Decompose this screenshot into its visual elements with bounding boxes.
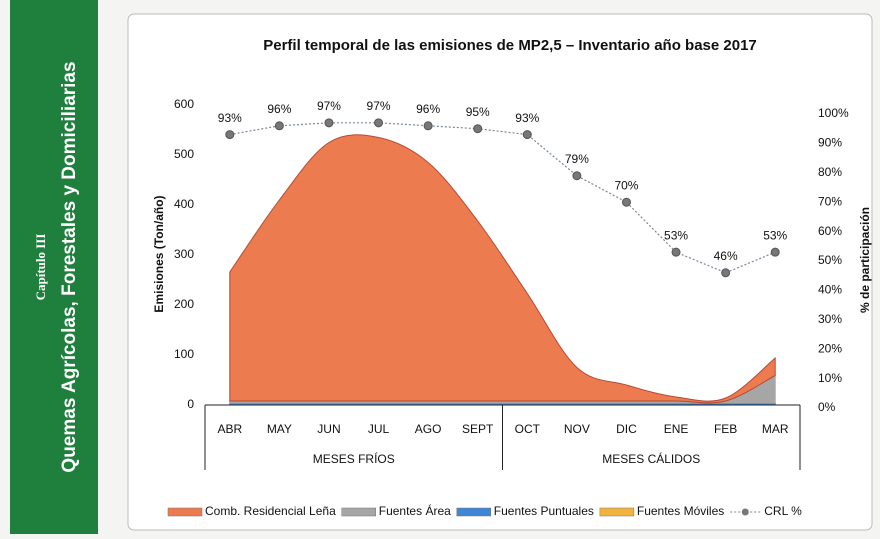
legend-swatch <box>456 507 492 517</box>
point <box>473 124 483 134</box>
y2-tick-label: 50% <box>818 253 842 267</box>
point <box>324 118 334 128</box>
y2-tick-label: 10% <box>818 371 842 385</box>
area <box>229 134 776 404</box>
plot: 0 100 200 300 400 500 600 0% 10% 20% 30% 40% 50% 60% 7… <box>167 97 849 518</box>
data-label: 96% <box>416 102 440 116</box>
y-tick-label: 300 <box>174 247 194 261</box>
point <box>621 197 631 207</box>
x-tick-label: FEB <box>714 422 737 436</box>
point <box>572 171 582 181</box>
x-tick-label: MAY <box>267 422 292 436</box>
point <box>522 130 532 140</box>
y2-axis-title: % de participación <box>858 207 872 313</box>
y-tick-label: 500 <box>174 147 194 161</box>
data-label: 53% <box>763 228 787 242</box>
y-tick-label: 400 <box>174 197 194 211</box>
legend-label: Fuentes Área <box>379 503 451 518</box>
data-label: 46% <box>714 249 738 263</box>
y-tick-label: 600 <box>174 97 194 111</box>
chapter-label: Capítulo III <box>33 234 48 301</box>
x-tick-label: MAR <box>762 422 789 436</box>
data-label: 97% <box>367 99 391 113</box>
data-label: 53% <box>664 228 688 242</box>
legend-label: Fuentes Puntuales <box>494 504 594 518</box>
point <box>770 247 780 257</box>
group-label: MESES CÁLIDOS <box>602 451 700 466</box>
legend-label: Fuentes Móviles <box>637 504 724 518</box>
x-tick-label: SEPT <box>462 422 494 436</box>
data-label: 95% <box>466 105 490 119</box>
legend-label: CRL % <box>764 504 802 518</box>
data-label: 97% <box>317 99 341 113</box>
y-tick-label: 200 <box>174 297 194 311</box>
x-tick-label: JUL <box>368 422 390 436</box>
x-tick-label: DIC <box>616 422 637 436</box>
y2-tick-label: 40% <box>818 283 842 297</box>
x-tick-label: ENE <box>664 422 689 436</box>
chapter-title: Quemas Agrícolas, Forestales y Domicilia… <box>59 61 80 472</box>
legend-marker <box>741 508 749 516</box>
y2-tick-label: 30% <box>818 312 842 326</box>
y2-tick-label: 0% <box>818 400 836 414</box>
point <box>274 121 284 131</box>
data-label: 93% <box>515 111 539 125</box>
x-tick-label: JUN <box>317 422 340 436</box>
y2-tick-label: 60% <box>818 224 842 238</box>
x-tick-label: ABR <box>217 422 242 436</box>
data-label: 96% <box>267 102 291 116</box>
legend-label: Comb. Residencial Leña <box>205 504 336 518</box>
chart-title: Perfil temporal de las emisiones de MP2,… <box>263 37 757 54</box>
legend-swatch <box>167 507 203 517</box>
y-axis-title: Emisiones (Ton/año) <box>152 195 166 312</box>
data-label: 79% <box>565 152 589 166</box>
legend-swatch <box>599 507 635 517</box>
point <box>671 247 681 257</box>
y2-tick-label: 90% <box>818 136 842 150</box>
legend-swatch <box>341 507 376 517</box>
sidebar <box>10 0 98 534</box>
data-label: 70% <box>614 178 638 192</box>
point <box>423 121 433 131</box>
y2-tick-label: 80% <box>818 165 842 179</box>
group-label: MESES FRÍOS <box>313 451 395 466</box>
point <box>721 268 731 278</box>
x-tick-label: AGO <box>415 422 442 436</box>
point <box>225 130 235 140</box>
x-tick-label: OCT <box>515 422 541 436</box>
y2-tick-label: 100% <box>818 106 849 120</box>
x-tick-label: NOV <box>564 422 590 436</box>
line <box>229 122 776 274</box>
y2-tick-label: 70% <box>818 194 842 208</box>
y2-tick-label: 20% <box>818 341 842 355</box>
y-tick-label: 0 <box>187 397 194 411</box>
point <box>374 118 384 128</box>
data-label: 93% <box>218 111 242 125</box>
y-tick-label: 100 <box>174 347 194 361</box>
